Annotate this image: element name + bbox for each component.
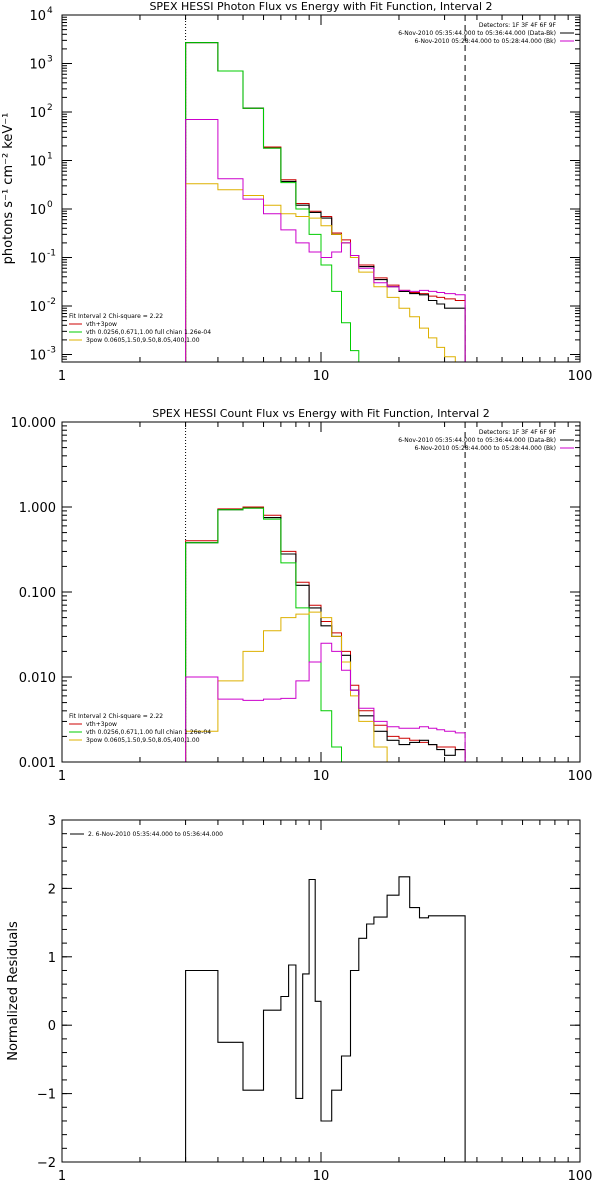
y-tick-label: 0.100	[19, 586, 56, 601]
y-tick-label: 1	[48, 951, 56, 966]
series-group	[185, 42, 466, 362]
plot-frame	[61, 819, 581, 1163]
y-tick-label: 10	[29, 57, 46, 72]
y-tick-label: 10	[29, 9, 46, 24]
legend-right-text: 6-Nov-2010 05:35:44.000 to 05:36:44.000 …	[398, 30, 556, 37]
y-tick-exponent: -3	[47, 345, 56, 355]
chart-title: SPEX HESSI Count Flux vs Energy with Fit…	[152, 407, 489, 420]
series-line-vth	[185, 42, 360, 362]
legend-left-text: vth 0.0256,0.671,1.00 full chian 1.26e-0…	[86, 329, 211, 336]
y-axis-label: Normalized Residuals	[6, 921, 21, 1061]
series-group	[185, 876, 466, 1162]
y-tick-label: 10	[29, 348, 46, 363]
x-tick-label: 100	[568, 769, 593, 784]
x-tick-label: 1	[58, 369, 66, 384]
y-tick-label: 2	[48, 882, 56, 897]
y-tick-label: 0.001	[19, 756, 56, 771]
y-tick-label: 10.000	[11, 416, 57, 431]
y-tick-exponent: 4	[47, 6, 53, 16]
chart-title: SPEX HESSI Photon Flux vs Energy with Fi…	[149, 0, 492, 13]
legend-left-header: Fit Interval 2 Chi-square = 2.22	[69, 713, 163, 720]
y-tick-exponent: -1	[47, 248, 56, 258]
x-tick-label: 100	[568, 369, 593, 384]
legend-right-text: 6-Nov-2010 05:35:44.000 to 05:36:44.000 …	[398, 437, 556, 444]
legend-left-text: vth 0.0256,0.671,1.00 full chian 1.26e-0…	[86, 729, 211, 736]
y-tick-label: 0	[48, 1019, 56, 1034]
y-tick-label: 10	[29, 300, 46, 315]
y-axis-label: photons s⁻¹ cm⁻² keV⁻¹	[1, 113, 16, 265]
x-tick-label: 1	[58, 769, 66, 784]
chart-1: SPEX HESSI Photon Flux vs Energy with Fi…	[1, 0, 593, 384]
plot-frame	[61, 421, 581, 763]
y-tick-label: 1.000	[19, 501, 56, 516]
series-line-3pow	[185, 183, 456, 362]
series-line-data-bk	[185, 42, 466, 362]
x-tick-label: 10	[313, 369, 330, 384]
series-line-residuals	[185, 876, 466, 1162]
legend-left-text: vth+3pow	[86, 721, 117, 728]
legend-text: 2. 6-Nov-2010 05:35:44.000 to 05:36:44.0…	[88, 831, 223, 838]
series-line-bk	[185, 642, 466, 762]
legend-right-text: 6-Nov-2010 05:28:44.000 to 05:28:44.000 …	[414, 38, 556, 45]
y-tick-label: 10	[29, 251, 46, 266]
legend-left-text: vth+3pow	[86, 321, 117, 328]
legend-left-header: Fit Interval 2 Chi-square = 2.22	[69, 313, 163, 320]
series-line-vth-3pow	[185, 42, 466, 362]
legend-left-text: 3pow 0.0605,1.50,9.50,8.05,400,1.00	[86, 737, 200, 744]
y-tick-exponent: 2	[47, 103, 53, 113]
y-tick-label: 10	[29, 154, 46, 169]
y-tick-label: 10	[29, 106, 46, 121]
y-tick-label: −2	[37, 1156, 56, 1171]
y-tick-label: 0.010	[19, 671, 56, 686]
y-tick-exponent: 1	[47, 151, 53, 161]
series-line-data-bk	[185, 507, 466, 762]
series-line-3pow	[185, 611, 388, 762]
plot-frame	[61, 14, 581, 363]
y-tick-label: 10	[29, 203, 46, 218]
legend-right-text: 6-Nov-2010 05:28:44.000 to 05:28:44.000 …	[414, 445, 556, 452]
series-line-vth-3pow	[185, 506, 466, 762]
x-tick-label: 10	[313, 769, 330, 784]
x-tick-label: 1	[58, 1169, 66, 1184]
series-line-bk	[185, 119, 466, 362]
legend-right-text: Detectors: 1F 3F 4F 6F 9F	[479, 22, 557, 29]
chart-3: Normalized Residuals 1 10 100 −2 −1 0 1 2 3 2. 6-N…	[6, 814, 593, 1184]
series-group	[185, 506, 466, 762]
y-tick-label: 3	[48, 814, 56, 829]
x-tick-label: 10	[313, 1169, 330, 1184]
y-tick-label: −1	[37, 1088, 56, 1103]
series-line-vth	[185, 507, 342, 762]
y-tick-exponent: -2	[47, 297, 56, 307]
chart-2: SPEX HESSI Count Flux vs Energy with Fit…	[11, 407, 593, 784]
x-tick-label: 100	[568, 1169, 593, 1184]
y-tick-exponent: 0	[47, 200, 53, 210]
legend-left-text: 3pow 0.0605,1.50,9.50,8.05,400,1.00	[86, 337, 200, 344]
legend-right-text: Detectors: 1F 3F 4F 6F 9F	[479, 429, 557, 436]
y-tick-exponent: 3	[47, 54, 53, 64]
